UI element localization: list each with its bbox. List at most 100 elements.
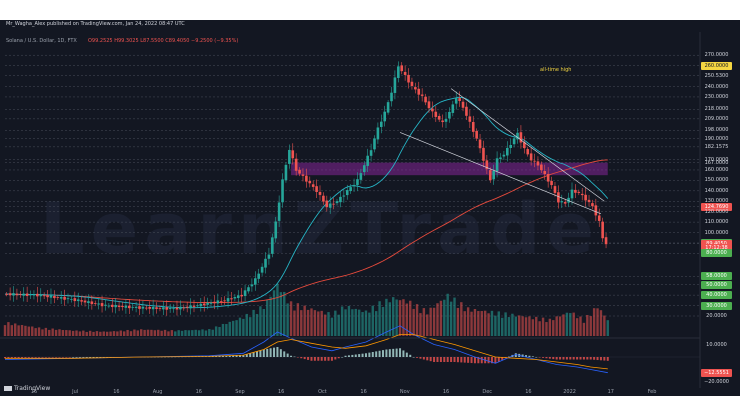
volume-bar bbox=[41, 329, 44, 336]
volume-bar bbox=[555, 316, 558, 336]
candle-body bbox=[308, 180, 312, 184]
volume-bar bbox=[129, 331, 133, 336]
x-tick-label: Feb bbox=[648, 389, 657, 395]
macd-histogram-bar bbox=[552, 357, 555, 360]
macd-histogram-bar bbox=[341, 357, 344, 358]
price-axis-label: 10.0000 bbox=[706, 341, 727, 348]
macd-histogram-bar bbox=[514, 353, 517, 357]
candle-body bbox=[192, 305, 196, 307]
candle-body bbox=[63, 296, 66, 300]
candle-body bbox=[352, 184, 356, 187]
symbol-label[interactable]: Solana / U.S. Dollar, 1D, FTX bbox=[6, 38, 77, 44]
volume-bar bbox=[463, 311, 466, 336]
volume-bar bbox=[177, 330, 180, 336]
volume-bar bbox=[426, 314, 429, 336]
candle-body bbox=[570, 189, 574, 199]
publisher-caption: Mr_Wagha_Alex published on TradingView.c… bbox=[6, 21, 185, 27]
volume-bar bbox=[419, 313, 422, 336]
macd-histogram-bar bbox=[572, 357, 575, 360]
volume-bar bbox=[10, 325, 14, 336]
macd-histogram-bar bbox=[266, 348, 269, 357]
candle-body bbox=[311, 184, 315, 187]
candle-body bbox=[93, 303, 97, 305]
candle-body bbox=[580, 193, 584, 196]
macd-histogram-bar bbox=[7, 357, 10, 359]
candle-body bbox=[495, 158, 499, 172]
candle-body bbox=[335, 201, 339, 204]
volume-bar bbox=[531, 319, 535, 336]
candle-body bbox=[80, 300, 83, 302]
candle-body bbox=[604, 237, 608, 245]
candle-body bbox=[492, 170, 495, 180]
signal-line bbox=[5, 334, 608, 370]
candle-body bbox=[376, 127, 380, 140]
macd-histogram-bar bbox=[27, 357, 30, 358]
volume-bar bbox=[272, 290, 276, 336]
candle-body bbox=[594, 205, 598, 216]
macd-histogram-bar bbox=[460, 357, 463, 363]
candle-body bbox=[427, 101, 431, 109]
macd-histogram-bar bbox=[395, 348, 398, 357]
volume-bar bbox=[460, 302, 463, 336]
candle-body bbox=[560, 201, 564, 203]
macd-histogram-bar bbox=[337, 357, 340, 359]
volume-bar bbox=[449, 301, 453, 336]
macd-histogram-bar bbox=[245, 354, 248, 357]
candle-body bbox=[386, 102, 390, 113]
tradingview-logo[interactable]: TradingView bbox=[4, 385, 50, 392]
macd-histogram-bar bbox=[521, 354, 524, 357]
macd-histogram-bar bbox=[31, 357, 34, 358]
candle-body bbox=[179, 306, 182, 310]
macd-histogram-bar bbox=[443, 357, 446, 362]
price-axis-label: 20.0000 bbox=[706, 313, 727, 319]
candle-body bbox=[393, 77, 397, 93]
volume-bar bbox=[432, 307, 436, 336]
tradingview-logo-icon bbox=[4, 386, 12, 391]
macd-histogram-bar bbox=[436, 357, 439, 362]
volume-bar bbox=[443, 299, 446, 336]
macd-histogram-bar bbox=[548, 357, 551, 359]
candle-body bbox=[294, 158, 298, 171]
macd-histogram-bar bbox=[10, 357, 13, 359]
macd-histogram-bar bbox=[375, 351, 378, 357]
macd-histogram-bar bbox=[426, 357, 429, 361]
candle-body bbox=[219, 301, 223, 302]
volume-bar bbox=[197, 330, 201, 336]
volume-bar bbox=[289, 301, 293, 336]
volume-bar bbox=[398, 300, 402, 336]
volume-bar bbox=[504, 312, 507, 336]
macd-histogram-bar bbox=[480, 357, 483, 364]
volume-bar bbox=[150, 329, 153, 336]
macd-histogram-bar bbox=[72, 357, 75, 358]
candle-body bbox=[397, 66, 400, 78]
volume-bar bbox=[208, 329, 211, 336]
macd-histogram-bar bbox=[422, 357, 425, 360]
candle-body bbox=[512, 138, 516, 145]
volume-bar bbox=[483, 310, 487, 336]
macd-histogram-bar bbox=[412, 357, 415, 358]
volume-bar bbox=[187, 330, 191, 336]
macd-histogram-bar bbox=[354, 354, 357, 357]
macd-histogram-bar bbox=[334, 357, 337, 360]
price-axis-label: 130.0000 bbox=[704, 198, 729, 205]
volume-bar bbox=[238, 317, 242, 336]
macd-histogram-bar bbox=[320, 357, 323, 361]
price-chart[interactable]: all-time high 16 Jul 16 Aug 16 Sep 16 Oct 16 Nov 16… bbox=[0, 20, 740, 396]
candle-body bbox=[216, 300, 220, 304]
candle-body bbox=[168, 308, 172, 310]
candle-body bbox=[15, 293, 19, 296]
candle-body bbox=[546, 173, 550, 182]
candle-body bbox=[127, 305, 131, 309]
candle-body bbox=[172, 308, 175, 310]
volume-bar bbox=[514, 316, 518, 336]
x-tick-label: Sep bbox=[235, 389, 244, 395]
price-axis-label: 110.0000 bbox=[704, 219, 729, 226]
price-axis-label: 89.4050 bbox=[701, 239, 732, 248]
candle-body bbox=[288, 149, 291, 164]
candle-body bbox=[454, 98, 458, 104]
macd-histogram-bar bbox=[528, 355, 531, 357]
volume-bar bbox=[466, 307, 470, 336]
candle-body bbox=[451, 104, 455, 113]
volume-bar bbox=[518, 315, 521, 336]
macd-histogram-bar bbox=[262, 349, 265, 357]
